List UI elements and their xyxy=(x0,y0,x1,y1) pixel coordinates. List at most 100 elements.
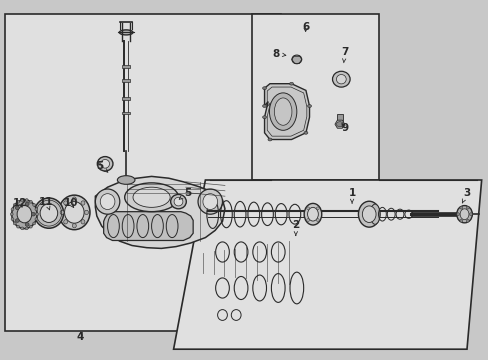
Text: 11: 11 xyxy=(39,197,54,210)
Ellipse shape xyxy=(262,87,266,90)
Ellipse shape xyxy=(269,93,296,130)
Text: 5: 5 xyxy=(97,161,108,172)
Ellipse shape xyxy=(369,204,379,224)
Ellipse shape xyxy=(17,200,20,203)
Ellipse shape xyxy=(15,206,19,210)
Ellipse shape xyxy=(17,206,32,223)
Ellipse shape xyxy=(31,212,35,216)
Text: 8: 8 xyxy=(272,49,285,59)
Ellipse shape xyxy=(306,207,309,210)
Text: 12: 12 xyxy=(13,198,28,208)
Ellipse shape xyxy=(11,208,14,211)
Ellipse shape xyxy=(198,189,222,214)
Ellipse shape xyxy=(203,194,217,210)
Ellipse shape xyxy=(84,210,88,215)
Ellipse shape xyxy=(29,225,32,228)
Ellipse shape xyxy=(117,176,135,184)
Ellipse shape xyxy=(29,200,32,203)
Ellipse shape xyxy=(20,199,23,202)
Ellipse shape xyxy=(304,131,307,134)
Ellipse shape xyxy=(63,220,67,224)
Ellipse shape xyxy=(307,207,318,221)
Ellipse shape xyxy=(267,138,271,141)
Ellipse shape xyxy=(456,213,459,216)
Polygon shape xyxy=(173,180,481,349)
Ellipse shape xyxy=(36,213,39,216)
Polygon shape xyxy=(95,176,224,248)
Ellipse shape xyxy=(459,219,462,222)
Ellipse shape xyxy=(306,219,309,221)
Ellipse shape xyxy=(25,227,28,230)
Text: 3: 3 xyxy=(461,188,469,203)
Ellipse shape xyxy=(101,159,109,168)
Ellipse shape xyxy=(11,218,14,221)
Ellipse shape xyxy=(72,224,76,228)
Bar xyxy=(122,79,130,82)
Ellipse shape xyxy=(63,201,67,205)
Ellipse shape xyxy=(35,218,38,221)
Ellipse shape xyxy=(124,183,178,212)
Ellipse shape xyxy=(33,222,36,225)
Ellipse shape xyxy=(81,201,85,205)
Ellipse shape xyxy=(468,213,471,216)
Bar xyxy=(336,114,342,123)
Polygon shape xyxy=(103,212,193,240)
Ellipse shape xyxy=(316,219,319,221)
Ellipse shape xyxy=(459,206,462,209)
Ellipse shape xyxy=(291,55,301,64)
Ellipse shape xyxy=(12,200,37,229)
Ellipse shape xyxy=(336,122,343,127)
Ellipse shape xyxy=(459,209,468,220)
Ellipse shape xyxy=(64,202,84,223)
Ellipse shape xyxy=(358,201,379,227)
Text: 9: 9 xyxy=(341,123,347,133)
Bar xyxy=(122,65,130,68)
Bar xyxy=(122,97,130,100)
Ellipse shape xyxy=(34,198,63,228)
Ellipse shape xyxy=(289,82,293,85)
Bar xyxy=(5,14,281,331)
Text: 6: 6 xyxy=(302,22,308,32)
Ellipse shape xyxy=(81,220,85,224)
Ellipse shape xyxy=(40,204,58,222)
Ellipse shape xyxy=(119,30,133,35)
Ellipse shape xyxy=(13,203,16,206)
Ellipse shape xyxy=(100,194,115,210)
Ellipse shape xyxy=(362,206,375,222)
Ellipse shape xyxy=(465,206,468,209)
Bar xyxy=(122,112,130,114)
Ellipse shape xyxy=(262,116,266,119)
Ellipse shape xyxy=(262,104,266,107)
Ellipse shape xyxy=(25,202,29,206)
Ellipse shape xyxy=(332,71,349,87)
Ellipse shape xyxy=(13,222,16,225)
Ellipse shape xyxy=(60,210,64,215)
Text: 2: 2 xyxy=(292,220,299,235)
Ellipse shape xyxy=(72,197,76,201)
Ellipse shape xyxy=(274,98,291,125)
Ellipse shape xyxy=(59,195,90,230)
Ellipse shape xyxy=(316,207,319,210)
Ellipse shape xyxy=(307,104,311,107)
Ellipse shape xyxy=(33,203,36,206)
Ellipse shape xyxy=(25,199,28,202)
Text: 7: 7 xyxy=(340,47,348,63)
Ellipse shape xyxy=(133,187,170,207)
Ellipse shape xyxy=(95,189,120,214)
Text: 5: 5 xyxy=(179,188,191,199)
Ellipse shape xyxy=(456,206,471,223)
Ellipse shape xyxy=(15,219,19,222)
Bar xyxy=(251,14,378,180)
Ellipse shape xyxy=(170,194,186,209)
Ellipse shape xyxy=(304,203,321,225)
Ellipse shape xyxy=(465,219,468,222)
Ellipse shape xyxy=(10,213,13,216)
Polygon shape xyxy=(264,84,309,139)
Text: 10: 10 xyxy=(63,198,78,208)
Ellipse shape xyxy=(97,157,113,171)
Ellipse shape xyxy=(25,223,29,226)
Text: 1: 1 xyxy=(348,188,355,203)
Ellipse shape xyxy=(17,225,20,228)
Polygon shape xyxy=(334,120,344,128)
Text: 4: 4 xyxy=(77,332,84,342)
